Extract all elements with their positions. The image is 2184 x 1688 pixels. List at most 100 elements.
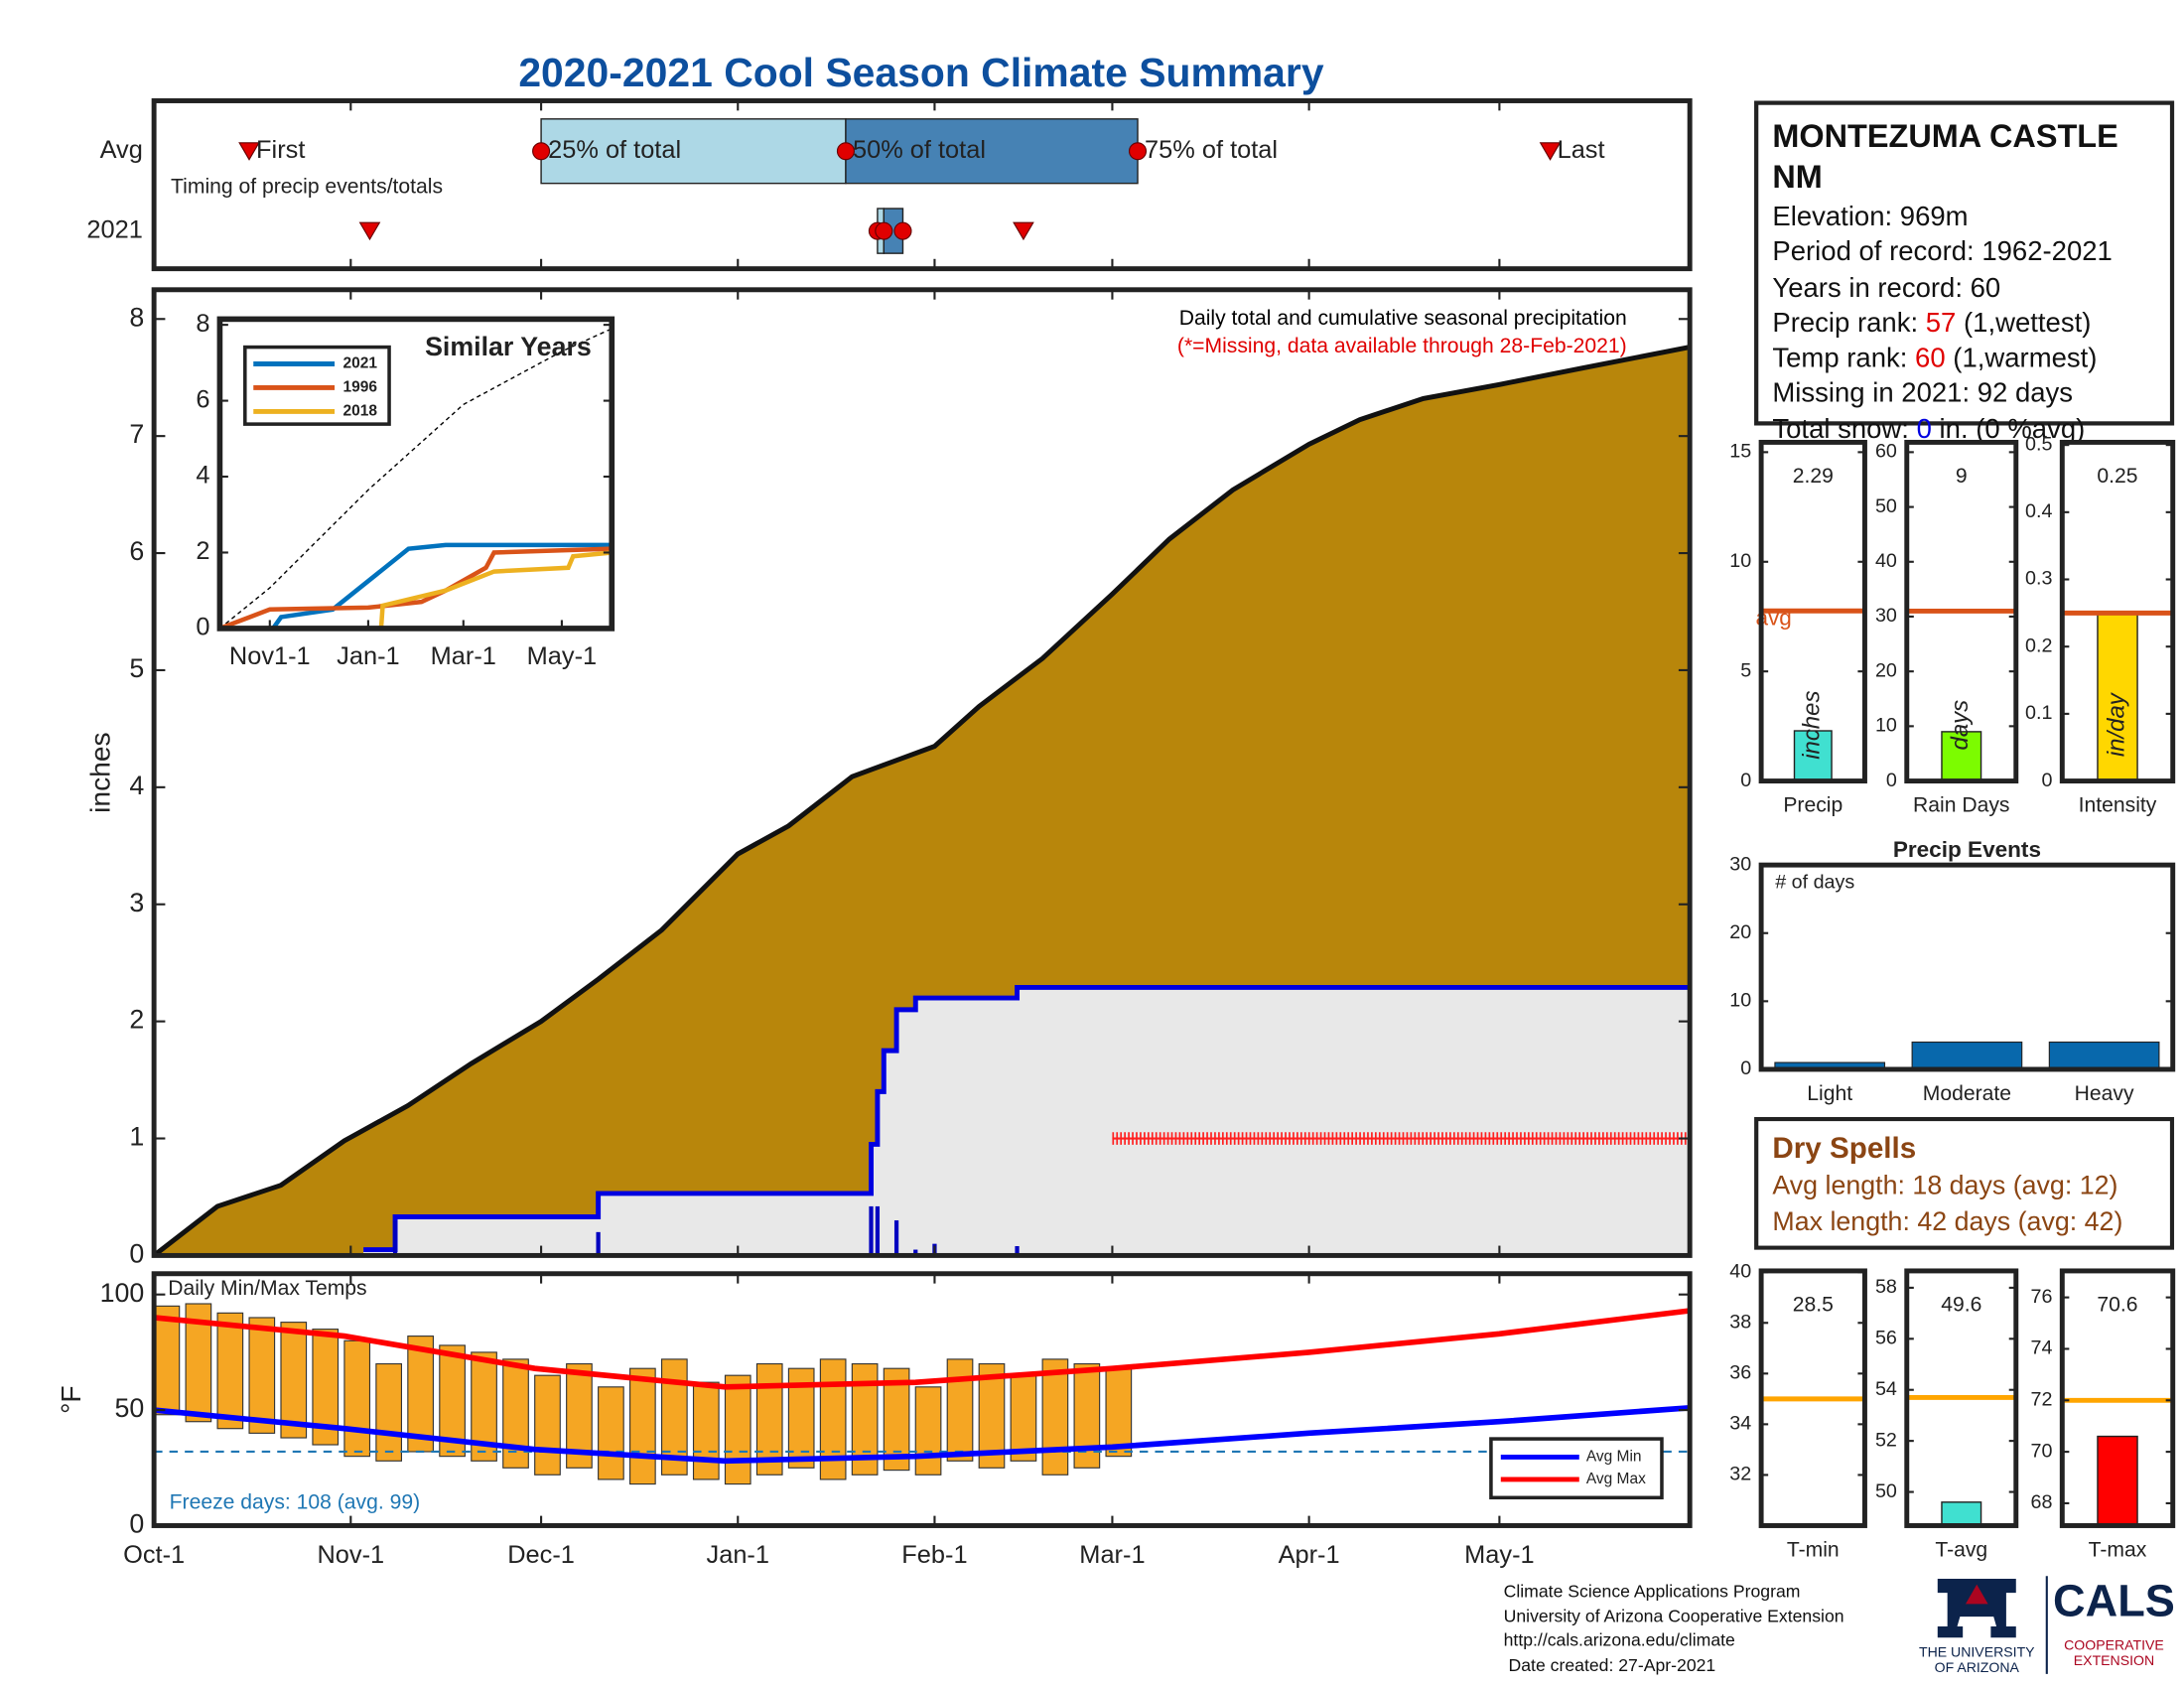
x-label: T-max — [2089, 1538, 2147, 1561]
y-tick-label: 54 — [1875, 1378, 1897, 1400]
dry-spells-box: Dry Spells Avg length: 18 days (avg: 12)… — [1754, 1116, 2175, 1250]
y-tick-label: 56 — [1875, 1328, 1897, 1349]
x-tick-label: May-1 — [1464, 1541, 1534, 1569]
avg-temp-line — [154, 1308, 1691, 1390]
plot-background — [1761, 865, 2173, 1069]
daily-bar — [875, 1205, 881, 1256]
y-axis-label: # of days — [1775, 872, 1854, 894]
y-axis-label: inches — [83, 732, 115, 812]
plot-frame — [1758, 1268, 1867, 1528]
station-line: Period of record: 1962-2021 — [1772, 235, 2155, 271]
timing-marker — [1013, 221, 1034, 241]
y-tick-label: 20 — [1729, 921, 1751, 943]
daily-bar — [913, 1249, 918, 1256]
y-tick-label: 0 — [1740, 1057, 1751, 1079]
y-tick-label: 0 — [1740, 770, 1751, 791]
y-tick-label: 68 — [2030, 1491, 2052, 1513]
timing-marker — [358, 221, 381, 241]
timing-label: Last — [1558, 136, 1605, 164]
x-label: T-avg — [1935, 1538, 1987, 1561]
y-tick-label: 0.1 — [2025, 702, 2052, 724]
x-tick-label: May-1 — [527, 642, 597, 670]
bar — [2097, 1435, 2138, 1526]
y-tick-label: 2 — [129, 1005, 144, 1035]
x-tick-label: Heavy — [2075, 1082, 2134, 1105]
station-text: 57 — [1925, 307, 1957, 339]
panel-title: Precip Events — [1893, 837, 2041, 862]
value-label: 9 — [1956, 465, 1968, 488]
cals-sub: COOPERATIVE — [2064, 1636, 2164, 1652]
x-label: Precip — [1783, 794, 1843, 817]
station-text: Missing in 2021: 92 days — [1772, 378, 2074, 410]
temp-range-bar — [1010, 1374, 1037, 1462]
station-text: (1,wettest) — [1956, 307, 2092, 339]
y-tick-label: 0 — [1886, 770, 1897, 791]
dry-line: Max length: 42 days (avg: 42) — [1772, 1207, 2123, 1238]
temp-range-bar — [280, 1322, 308, 1439]
plot-frame — [151, 98, 1693, 272]
footer-line: http://cals.arizona.edu/climate — [1503, 1630, 1735, 1650]
x-tick-label: Feb-1 — [901, 1541, 967, 1569]
y-tick-label: 50 — [1875, 1480, 1897, 1502]
station-lines: Elevation: 969m Period of record: 1962-20… — [1772, 201, 2155, 449]
y-tick-label: 5 — [1740, 659, 1751, 681]
x-tick-label: Apr-1 — [1279, 1541, 1340, 1569]
station-line: Years in record: 60 — [1772, 271, 2155, 307]
temp-range-bar — [216, 1312, 244, 1430]
timing-label: 75% of total — [1145, 136, 1278, 164]
x-tick-label: Mar-1 — [431, 642, 496, 670]
station-line: Precip rank: 57 (1,wettest) — [1772, 307, 2155, 343]
plot-frame — [1758, 862, 2176, 1072]
avg-temp-line — [154, 1404, 1691, 1465]
plot-frame — [151, 287, 1693, 1258]
y-tick-label: 0 — [129, 1509, 144, 1539]
footer-line: Date created: 27-Apr-2021 — [1503, 1654, 1716, 1675]
y-tick-label: 40 — [1875, 550, 1897, 572]
x-label: Rain Days — [1913, 794, 2009, 817]
y-tick-label: 3 — [129, 888, 144, 917]
temp-range-bar — [407, 1336, 434, 1453]
dry-panel: Dry Spells Avg length: 18 days (avg: 12)… — [1754, 1116, 2175, 1250]
temp-range-bar — [914, 1386, 942, 1476]
footer-line: Climate Science Applications Program — [1503, 1581, 1801, 1602]
y-tick-label: 100 — [100, 1278, 145, 1308]
value-label: 2.29 — [1793, 465, 1834, 488]
y-tick-label: 4 — [129, 771, 144, 800]
plot-frame — [2059, 439, 2176, 784]
station-line: Elevation: 969m — [1772, 201, 2155, 236]
temp-range-bar — [692, 1381, 720, 1480]
annotation: Daily total and cumulative seasonal prec… — [1179, 307, 1627, 330]
cals-sub: EXTENSION — [2074, 1652, 2154, 1668]
x-tick-label: Jan-1 — [337, 642, 399, 670]
temp-range-bar — [154, 1305, 181, 1416]
cals-logo: CALS — [2053, 1575, 2175, 1625]
bar — [1911, 1041, 2023, 1070]
legend-label: Avg Min — [1586, 1449, 1642, 1466]
bar — [1793, 730, 1833, 781]
y-axis-label: °F — [55, 1385, 86, 1413]
y-tick-label: 0.4 — [2025, 500, 2052, 522]
plot-frame — [1758, 439, 1867, 784]
legend-label: 1996 — [343, 379, 378, 396]
x-tick-label: Jan-1 — [707, 1541, 769, 1569]
ua-logo: THE UNIVERSITY OF ARIZONA CALS COOPERATI… — [1919, 1575, 2175, 1675]
x-tick-label: Light — [1807, 1082, 1852, 1105]
y-tick-label: 10 — [1729, 550, 1751, 572]
temp-range-bar — [755, 1362, 783, 1476]
value-label: 49.6 — [1941, 1294, 1981, 1317]
temp-range-bar — [1041, 1358, 1069, 1476]
station-text: Years in record: 60 — [1772, 272, 2001, 304]
x-tick-label: Moderate — [1923, 1082, 2011, 1105]
timing-marker — [875, 221, 893, 240]
station-line: Temp rank: 60 (1,warmest) — [1772, 342, 2155, 377]
station-text: Temp rank: — [1772, 343, 1916, 374]
station-text: Period of record: 1962-2021 — [1772, 236, 2113, 268]
y-tick-label: 76 — [2030, 1286, 2052, 1308]
temp-range-bar — [598, 1386, 624, 1480]
footer: Climate Science Applications Program Univ… — [1503, 1581, 1844, 1675]
annotation: (*=Missing, data available through 28-Fe… — [1177, 335, 1627, 357]
temp-range-bar — [724, 1374, 751, 1485]
y-tick-label: 52 — [1875, 1429, 1897, 1451]
station-text: (1,warmest) — [1945, 343, 2098, 374]
plot-frame — [151, 1271, 1693, 1528]
